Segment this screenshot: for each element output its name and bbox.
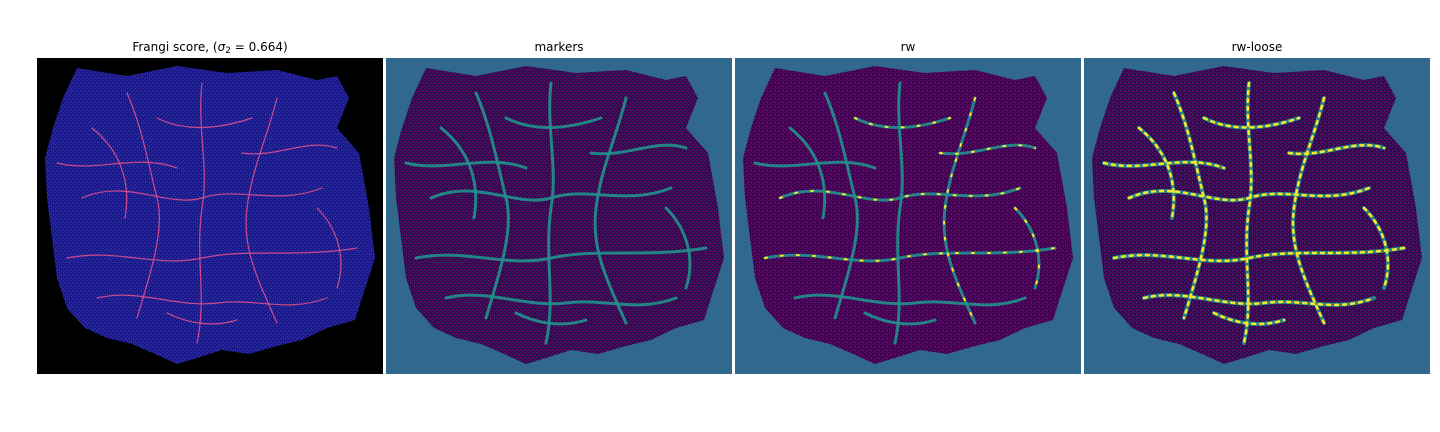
rw-image [735, 58, 1081, 374]
rw-loose-vessel-highlight [1137, 126, 1175, 220]
rw-loose-vessel-highlight [1127, 186, 1371, 202]
rw-loose-image [1084, 58, 1430, 374]
markers-image [386, 58, 732, 374]
rw-loose-tissue-region [1092, 66, 1422, 364]
markers-vessel [404, 160, 528, 170]
frangi-vessel [56, 161, 178, 169]
markers-vessel [664, 206, 692, 290]
markers-vessel [439, 126, 478, 220]
rw-vessel-highlight [943, 97, 976, 324]
rw-loose-title: rw-loose [1231, 40, 1283, 54]
frangi-vessel [245, 97, 278, 324]
rw-loose-vessel-highlight [1112, 246, 1406, 263]
rw-vessel [1013, 206, 1041, 290]
markers-vessel [414, 246, 708, 263]
frangi-vessel [166, 312, 238, 325]
frangi-score-image [37, 58, 383, 374]
rw-vessel [788, 126, 827, 220]
rw-vessel-highlight [764, 247, 1056, 262]
rw-loose-vessel-highlight [1362, 206, 1390, 290]
rw-title: rw [900, 40, 916, 54]
rw-vessel-highlight [939, 144, 1036, 155]
frangi-title-suffix: = 0.664) [230, 40, 288, 54]
markers-tissue-region [394, 66, 724, 364]
markers-title: markers [534, 40, 584, 54]
rw-loose-vessel-highlight [1291, 96, 1326, 325]
markers-vessel [504, 116, 603, 129]
frangi-vessel [241, 144, 338, 155]
rw-vessel-network [753, 81, 1057, 345]
rw-vessel-highlight [854, 117, 951, 129]
rw-vessel [753, 160, 877, 170]
markers-vessel [589, 143, 688, 156]
markers-vessel [593, 96, 628, 325]
frangi-title-sigma: σ [217, 40, 226, 54]
frangi-vessel [91, 127, 128, 219]
markers-vessel-network [404, 81, 708, 345]
markers-vessel [444, 293, 678, 307]
rw-loose-vessel-highlight [1102, 161, 1226, 170]
rw-loose-vessel-highlight [1287, 143, 1386, 156]
frangi-vessel [96, 294, 328, 306]
frangi-vessel [66, 247, 358, 262]
frangi-tissue-region [45, 66, 375, 364]
rw-loose-vessel-highlight [1202, 116, 1301, 129]
rw-loose-vessel-highlight [1212, 311, 1286, 326]
rw-tissue-region [743, 66, 1073, 364]
markers-vessel [514, 311, 588, 326]
frangi-vessel [81, 187, 323, 201]
frangi-title-subscript: 2 [225, 46, 231, 56]
frangi-vessel-network [56, 82, 358, 344]
frangi-vessel [126, 92, 160, 319]
frangi-vessel [316, 207, 342, 289]
rw-vessel [793, 293, 1027, 307]
rw-vessel [863, 311, 937, 326]
markers-vessel [474, 91, 510, 320]
rw-loose-vessel-highlight [1172, 91, 1208, 320]
frangi-score-title: Frangi score, (σ2 = 0.664) [37, 40, 383, 58]
frangi-title-prefix: Frangi score, ( [132, 40, 218, 54]
rw-vessel [823, 91, 859, 320]
rw-loose-vessel-network [1102, 81, 1406, 345]
frangi-vessel [196, 82, 205, 344]
rw-loose-vessel-highlight [1142, 293, 1376, 307]
frangi-vessel [156, 117, 253, 129]
